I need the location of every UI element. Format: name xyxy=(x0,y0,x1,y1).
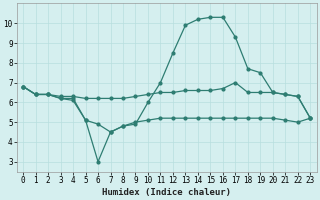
X-axis label: Humidex (Indice chaleur): Humidex (Indice chaleur) xyxy=(102,188,231,197)
